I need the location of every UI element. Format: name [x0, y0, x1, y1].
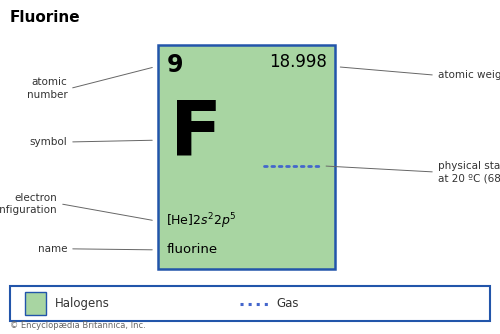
Text: Gas: Gas: [276, 297, 299, 310]
Bar: [158, 45, 335, 269]
Bar: [25, 292, 46, 315]
Text: fluorine: fluorine: [166, 243, 218, 257]
Text: © Encyclopædia Britannica, Inc.: © Encyclopædia Britannica, Inc.: [10, 321, 146, 330]
Text: electron
configuration: electron configuration: [0, 192, 58, 215]
Text: name: name: [38, 244, 68, 254]
Text: F: F: [170, 98, 222, 172]
Text: 9: 9: [166, 53, 183, 77]
Text: atomic weight: atomic weight: [438, 70, 500, 80]
Text: physical state
at 20 ºC (68 ºF): physical state at 20 ºC (68 ºF): [438, 161, 500, 183]
Text: 18.998: 18.998: [270, 53, 328, 71]
Text: symbol: symbol: [30, 137, 68, 147]
Text: atomic
number: atomic number: [27, 77, 68, 100]
Text: Halogens: Halogens: [55, 297, 110, 310]
Text: $\rm [He]2\mathit{s}^{2}2\mathit{p}^{5}$: $\rm [He]2\mathit{s}^{2}2\mathit{p}^{5}$: [166, 211, 237, 230]
Bar: [10, 286, 490, 321]
Text: Fluorine: Fluorine: [10, 10, 80, 25]
